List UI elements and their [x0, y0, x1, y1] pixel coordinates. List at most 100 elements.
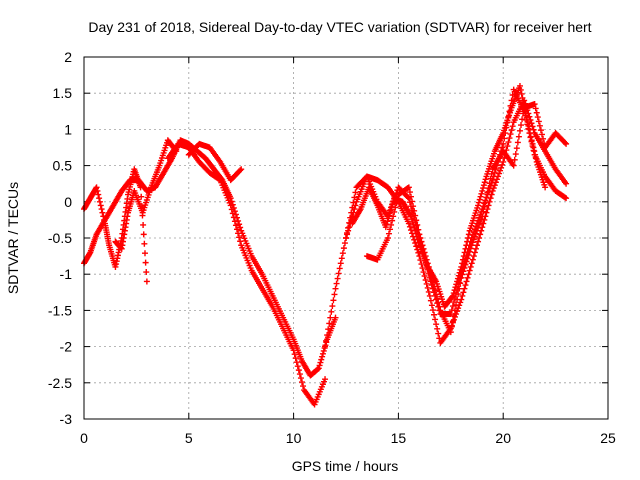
data-point — [471, 249, 478, 256]
data-point — [413, 230, 420, 237]
data-point — [332, 285, 339, 292]
data-point — [525, 122, 532, 129]
data-point — [388, 221, 395, 228]
data-point — [462, 261, 469, 268]
data-point — [479, 187, 486, 194]
data-point — [467, 245, 474, 252]
data-point — [482, 176, 489, 183]
data-point — [384, 218, 391, 225]
data-point — [464, 255, 471, 262]
data-point — [515, 133, 522, 140]
data-point — [516, 127, 523, 134]
y-tick-label: -3 — [60, 411, 73, 427]
data-point — [466, 248, 473, 255]
data-point — [392, 204, 399, 211]
y-tick-label: 1.5 — [53, 85, 73, 101]
data-point — [413, 243, 420, 250]
data-point — [141, 240, 148, 247]
data-point — [333, 280, 340, 287]
data-point — [454, 296, 461, 303]
data-point — [527, 130, 534, 137]
data-point — [487, 175, 494, 182]
series-track — [185, 140, 245, 184]
y-tick-label: -1.5 — [48, 302, 72, 318]
data-point — [534, 114, 541, 121]
data-point — [470, 236, 477, 243]
data-point — [562, 139, 569, 146]
y-tick-label: -0.5 — [48, 230, 72, 246]
data-point — [339, 250, 346, 257]
data-point — [562, 194, 569, 201]
data-point — [468, 242, 475, 249]
data-point — [519, 116, 526, 123]
data-point — [237, 167, 244, 174]
data-point — [319, 350, 326, 357]
data-point — [337, 260, 344, 267]
data-point — [433, 321, 440, 328]
data-point — [540, 135, 547, 142]
data-point — [465, 271, 472, 278]
data-point — [387, 226, 394, 233]
data-point — [491, 169, 498, 176]
data-point — [236, 234, 243, 241]
data-point — [234, 226, 241, 233]
data-point — [449, 318, 456, 325]
data-point — [480, 185, 487, 192]
data-point — [493, 176, 500, 183]
data-point — [507, 131, 514, 138]
data-point — [469, 256, 476, 263]
data-point — [516, 82, 523, 89]
data-point — [478, 216, 485, 223]
data-point — [472, 245, 479, 252]
data-point — [388, 203, 395, 210]
data-point — [418, 261, 425, 268]
data-point — [349, 204, 356, 211]
data-point — [318, 356, 325, 363]
data-point — [479, 213, 486, 220]
data-point — [431, 311, 438, 318]
series-track — [81, 166, 150, 285]
data-point — [483, 209, 490, 216]
data-point — [469, 239, 476, 246]
data-point — [138, 193, 145, 200]
data-point — [464, 274, 471, 281]
x-tick-labels: 0 5 10 15 20 25 — [80, 430, 616, 446]
data-point — [497, 167, 504, 174]
data-point — [471, 233, 478, 240]
data-point — [486, 185, 493, 192]
data-point — [465, 252, 472, 259]
data-point — [470, 253, 477, 260]
data-point — [500, 140, 507, 147]
data-point — [500, 158, 507, 165]
data-point — [329, 303, 336, 310]
data-point — [472, 230, 479, 237]
x-tick-label: 25 — [600, 430, 616, 446]
data-point — [532, 105, 539, 112]
data-point — [563, 195, 570, 202]
data-point — [322, 343, 329, 350]
data-point — [405, 184, 412, 191]
data-point — [412, 240, 419, 247]
data-point — [531, 148, 538, 155]
data-point — [460, 253, 467, 260]
data-point — [508, 127, 515, 134]
data-point — [237, 224, 244, 231]
data-point — [490, 185, 497, 192]
data-point — [449, 303, 456, 310]
data-point — [463, 258, 470, 265]
data-point — [427, 297, 434, 304]
data-point — [386, 212, 393, 219]
data-point — [100, 213, 107, 220]
data-point — [475, 238, 482, 245]
data-point — [447, 329, 454, 336]
data-point — [506, 135, 513, 142]
data-point — [480, 203, 487, 210]
data-point — [563, 180, 570, 187]
data-point — [382, 224, 389, 231]
y-tick-label: 1 — [64, 121, 72, 137]
data-point — [451, 307, 458, 314]
data-point — [411, 207, 418, 214]
data-point — [143, 269, 150, 276]
data-point — [532, 151, 539, 158]
data-point — [327, 314, 334, 321]
